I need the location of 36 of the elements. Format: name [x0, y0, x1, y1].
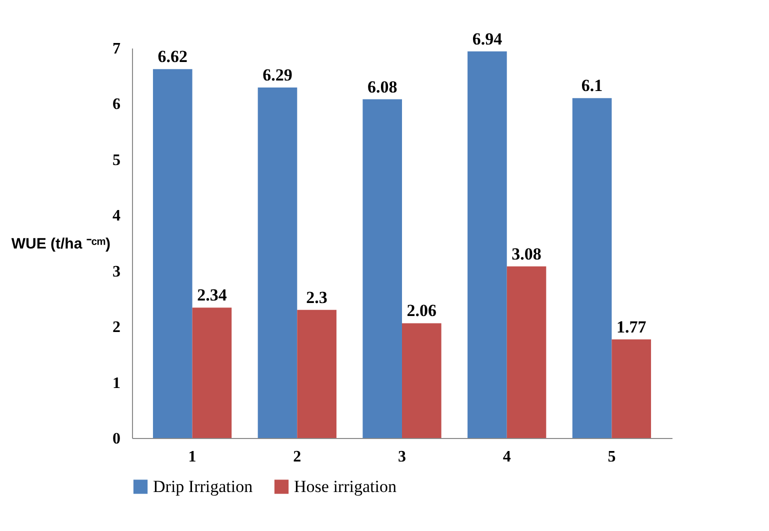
data-label: 1.77	[616, 317, 647, 336]
bar	[402, 323, 442, 438]
x-tick-label: 5	[608, 448, 616, 466]
y-tick-label: 6	[112, 96, 120, 114]
y-tick-label: 1	[112, 374, 120, 392]
bar	[297, 310, 336, 438]
data-label: 2.3	[306, 288, 328, 307]
bar	[506, 266, 546, 438]
y-tick-label: 7	[112, 40, 120, 58]
legend-label: Drip Irrigation	[153, 476, 254, 496]
bar	[192, 308, 232, 438]
bar	[572, 98, 612, 438]
data-label: 6.94	[472, 29, 503, 48]
legend-label: Hose irrigation	[294, 476, 397, 496]
bar	[258, 88, 298, 438]
x-tick-label: 2	[293, 448, 302, 466]
y-tick-label: 3	[112, 263, 120, 280]
y-axis-title: WUE (t/ha ⁻ᶜᵐ)	[11, 236, 110, 252]
x-tick-label: 4	[502, 448, 511, 466]
data-label: 2.06	[406, 301, 437, 320]
y-tick-label: 5	[112, 152, 120, 169]
data-label: 6.29	[262, 66, 292, 85]
bar	[152, 69, 192, 438]
bar	[468, 51, 507, 438]
data-label: 2.34	[197, 286, 228, 305]
y-tick-label: 2	[112, 319, 120, 336]
data-label: 6.08	[367, 77, 398, 96]
y-tick-label: 4	[112, 208, 120, 225]
bar	[612, 339, 652, 438]
y-tick-label: 0	[112, 430, 120, 448]
bar	[362, 99, 402, 438]
data-label: 3.08	[512, 244, 542, 264]
x-tick-label: 1	[188, 448, 196, 466]
data-label: 6.1	[581, 76, 603, 96]
data-label: 6.62	[158, 47, 188, 66]
x-tick-label: 3	[398, 448, 406, 466]
